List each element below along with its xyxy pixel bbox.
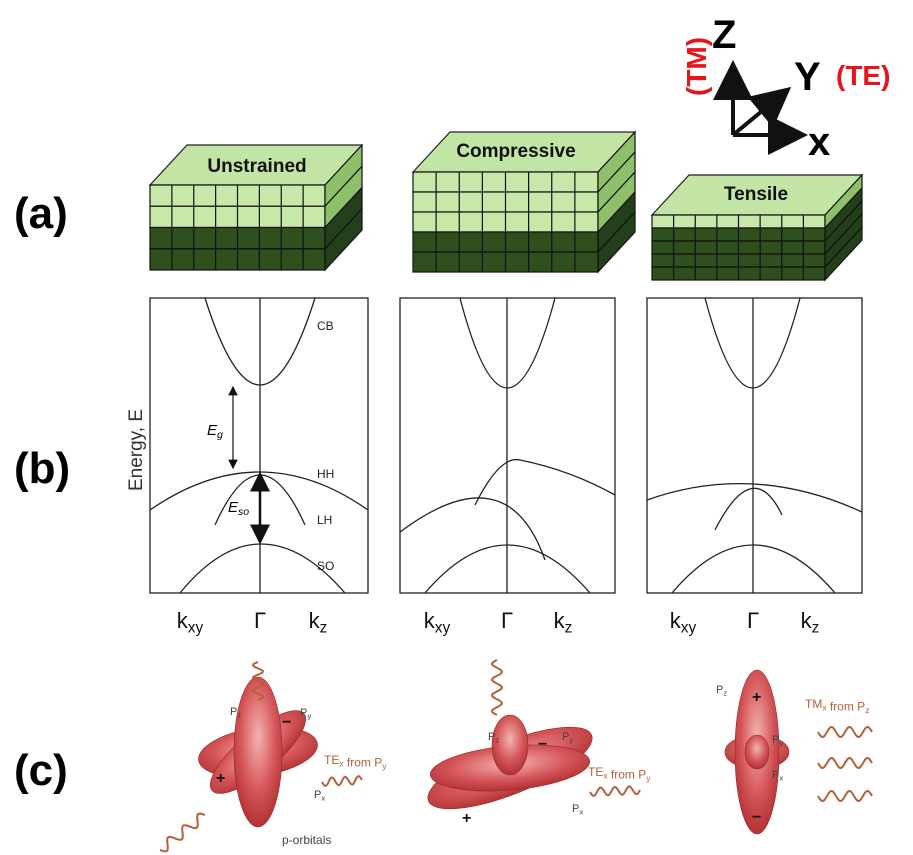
sign: + xyxy=(462,810,471,827)
band-label: HH xyxy=(317,467,334,481)
band-label: LH xyxy=(317,513,332,527)
text-part: TM xyxy=(805,697,822,711)
subscript: y xyxy=(307,711,311,720)
k-label: Γ xyxy=(747,608,759,633)
subscript: xy xyxy=(681,620,697,637)
text-part: P xyxy=(772,769,779,781)
subscript: y xyxy=(569,735,573,744)
orbital-label: Px xyxy=(572,803,583,816)
text-part: from P xyxy=(827,700,866,714)
text-part: P xyxy=(230,706,237,718)
text-part: P xyxy=(562,731,569,743)
k-label: Γ xyxy=(254,608,266,633)
coordinate-axes xyxy=(733,68,800,135)
subscript: y xyxy=(382,761,387,771)
gap-label: Eso xyxy=(228,499,249,518)
photon-wave xyxy=(590,786,640,795)
k-label: kz xyxy=(554,608,573,637)
panel-label: (b) xyxy=(14,444,70,493)
band-label: SO xyxy=(317,559,334,573)
text-part: P xyxy=(300,707,307,719)
panel-label: (a) xyxy=(14,189,68,238)
orbital-label: Py xyxy=(300,707,311,720)
k-label: kz xyxy=(309,608,328,637)
subscript: x xyxy=(321,793,325,802)
orbital-label: Py xyxy=(772,734,783,747)
sign: + xyxy=(216,770,225,787)
band-panel xyxy=(647,298,862,593)
subscript: y xyxy=(779,738,783,747)
subscript: z xyxy=(865,705,869,715)
text-part: P xyxy=(772,734,779,746)
band-label: CB xyxy=(317,319,334,333)
axis-tm: (TM) xyxy=(681,37,712,96)
gap-label: Eg xyxy=(207,422,223,441)
band-panel xyxy=(150,298,368,593)
sign: + xyxy=(752,689,761,706)
k-label: kxy xyxy=(670,608,697,637)
k-label: Γ xyxy=(501,608,513,633)
band-panel xyxy=(400,298,615,593)
panel-label: (c) xyxy=(14,746,68,795)
text-part: from P xyxy=(344,756,383,770)
photon-wave xyxy=(160,814,205,852)
text-part: from P xyxy=(608,768,647,782)
text-part: TE xyxy=(588,765,603,779)
sign: − xyxy=(282,714,291,731)
orbital-label: Px xyxy=(314,789,325,802)
subscript: z xyxy=(723,688,727,697)
subscript: z xyxy=(565,620,573,637)
text-part: TE xyxy=(324,753,339,767)
text-part: P xyxy=(716,684,723,696)
axis-x: x xyxy=(808,120,830,164)
subscript: y xyxy=(646,773,651,783)
sign: − xyxy=(538,736,547,753)
orbital-label: Px xyxy=(772,769,783,782)
photon-wave xyxy=(492,660,502,715)
emission-label: TEx from Py xyxy=(588,765,651,783)
block-label: Tensile xyxy=(724,184,788,205)
subscript: z xyxy=(495,735,499,744)
block-label: Unstrained xyxy=(207,156,306,177)
sign: − xyxy=(752,809,761,826)
subscript: g xyxy=(217,429,223,441)
text-part: P xyxy=(314,789,321,801)
subscript: so xyxy=(238,506,249,518)
photon-wave xyxy=(818,791,872,801)
subscript: z xyxy=(237,710,241,719)
axis-z: Z xyxy=(712,13,736,57)
photon-wave xyxy=(818,758,872,768)
orbital-label: Pz xyxy=(716,684,727,697)
photon-wave xyxy=(818,727,872,737)
emission-label: TMx from Pz xyxy=(805,697,869,715)
figure: (a) (b) (c) Z Y x (TE) (TM) Unstrained C… xyxy=(0,0,913,855)
emission-label: TEx from Py xyxy=(324,753,387,771)
k-label: kxy xyxy=(424,608,451,637)
subscript: xy xyxy=(188,620,204,637)
axis-te: (TE) xyxy=(836,60,890,91)
text-part: P xyxy=(488,731,495,743)
axis-y: Y xyxy=(794,55,821,99)
subscript: x xyxy=(779,773,783,782)
text-part: P xyxy=(572,803,579,815)
caption: p-orbitals xyxy=(282,833,331,847)
subscript: xy xyxy=(435,620,451,637)
subscript: z xyxy=(320,620,328,637)
y-axis-label: Energy, E xyxy=(126,409,147,491)
block-label: Compressive xyxy=(456,141,575,162)
k-label: kz xyxy=(801,608,820,637)
k-label: kxy xyxy=(177,608,204,637)
photon-wave xyxy=(322,776,362,786)
subscript: x xyxy=(579,807,583,816)
subscript: z xyxy=(812,620,820,637)
